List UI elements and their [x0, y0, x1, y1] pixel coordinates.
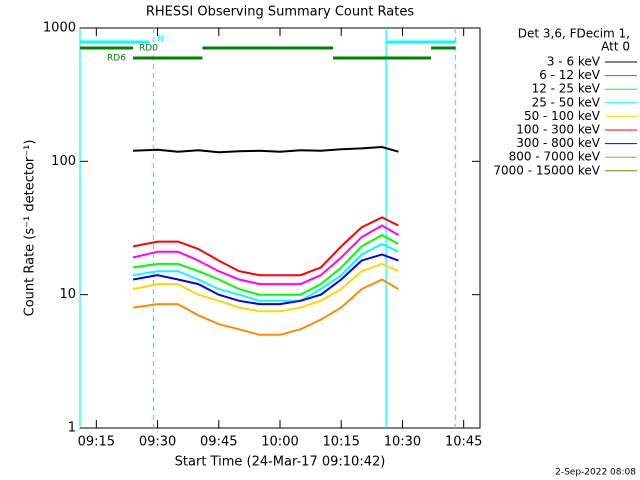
flag-label: RD6 — [107, 54, 126, 64]
legend-label: 12 - 25 keV — [532, 82, 601, 96]
y-axis-label: Count Rate (s⁻¹ detector⁻¹) — [23, 140, 38, 317]
y-tick-label: 10 — [59, 287, 76, 302]
y-tick-label: 1 — [68, 421, 76, 436]
legend-label: 6 - 12 keV — [539, 68, 601, 82]
x-tick-label: 09:30 — [139, 435, 176, 450]
x-tick-label: 10:15 — [322, 435, 359, 450]
series-line — [132, 216, 399, 277]
plot-frame — [79, 27, 481, 429]
series-line — [132, 278, 399, 336]
legend-label: 50 - 100 keV — [524, 109, 601, 123]
footer: 2-Sep-2022 08:08 — [555, 468, 636, 478]
x-tick-label: 10:30 — [384, 435, 421, 450]
legend-title: Att 0 — [601, 40, 630, 54]
legend-label: 3 - 6 keV — [547, 55, 601, 69]
legend-label: 300 - 800 keV — [516, 136, 600, 150]
series-line — [133, 145, 399, 154]
x-tick-label: 09:45 — [200, 435, 237, 450]
series-line — [132, 262, 399, 313]
legend-label: 800 - 7000 keV — [509, 150, 601, 164]
y-tick-label: 1000 — [43, 21, 76, 36]
x-tick-label: 10:45 — [445, 435, 482, 450]
chart-title: RHESSI Observing Summary Count Rates — [146, 5, 415, 20]
legend-label: 7000 - 15000 keV — [493, 163, 600, 177]
series-line — [132, 253, 399, 306]
legend-label: 100 - 300 keV — [516, 123, 600, 137]
y-tick-label: 100 — [51, 154, 76, 169]
series-line — [132, 224, 399, 286]
x-axis-label: Start Time (24-Mar-17 09:10:42) — [175, 455, 386, 470]
legend-title: Det 3,6, FDecim 1, — [518, 27, 630, 41]
flag-label: RD0 — [139, 44, 158, 54]
series-line — [132, 233, 399, 296]
series-line — [132, 242, 399, 302]
x-tick-label: 09:15 — [78, 435, 115, 450]
x-tick-label: 10:00 — [261, 435, 298, 450]
flag-label: N — [157, 35, 164, 45]
legend-label: 25 - 50 keV — [532, 95, 601, 109]
